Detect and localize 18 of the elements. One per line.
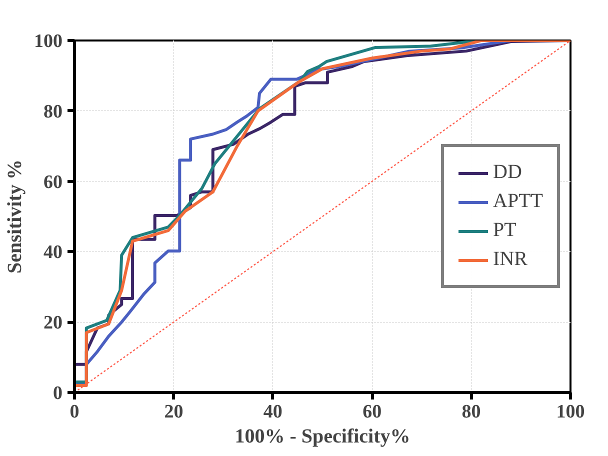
legend-label: DD — [493, 161, 522, 184]
y-tick-label: 60 — [44, 172, 62, 193]
y-tick-label: 80 — [44, 101, 62, 122]
x-tick-label: 20 — [164, 402, 184, 422]
x-tick-label: 60 — [362, 402, 382, 422]
y-tick-label: 40 — [44, 242, 62, 264]
y-axis-title: Sensitivity % — [4, 160, 26, 274]
legend-label: APTT — [493, 190, 543, 213]
x-tick-label: 40 — [263, 402, 282, 422]
x-tick-label: 80 — [462, 402, 481, 422]
x-tick-label: 0 — [70, 402, 80, 422]
legend-label: PT — [493, 219, 516, 242]
x-axis-title: 100% - Specificity% — [234, 426, 410, 448]
x-tick-label: 100 — [556, 402, 585, 422]
legend-label: INR — [493, 248, 528, 271]
y-tick-label: 20 — [44, 312, 62, 334]
y-tick-label: 100 — [34, 31, 62, 52]
y-tick-label: 0 — [53, 383, 62, 404]
